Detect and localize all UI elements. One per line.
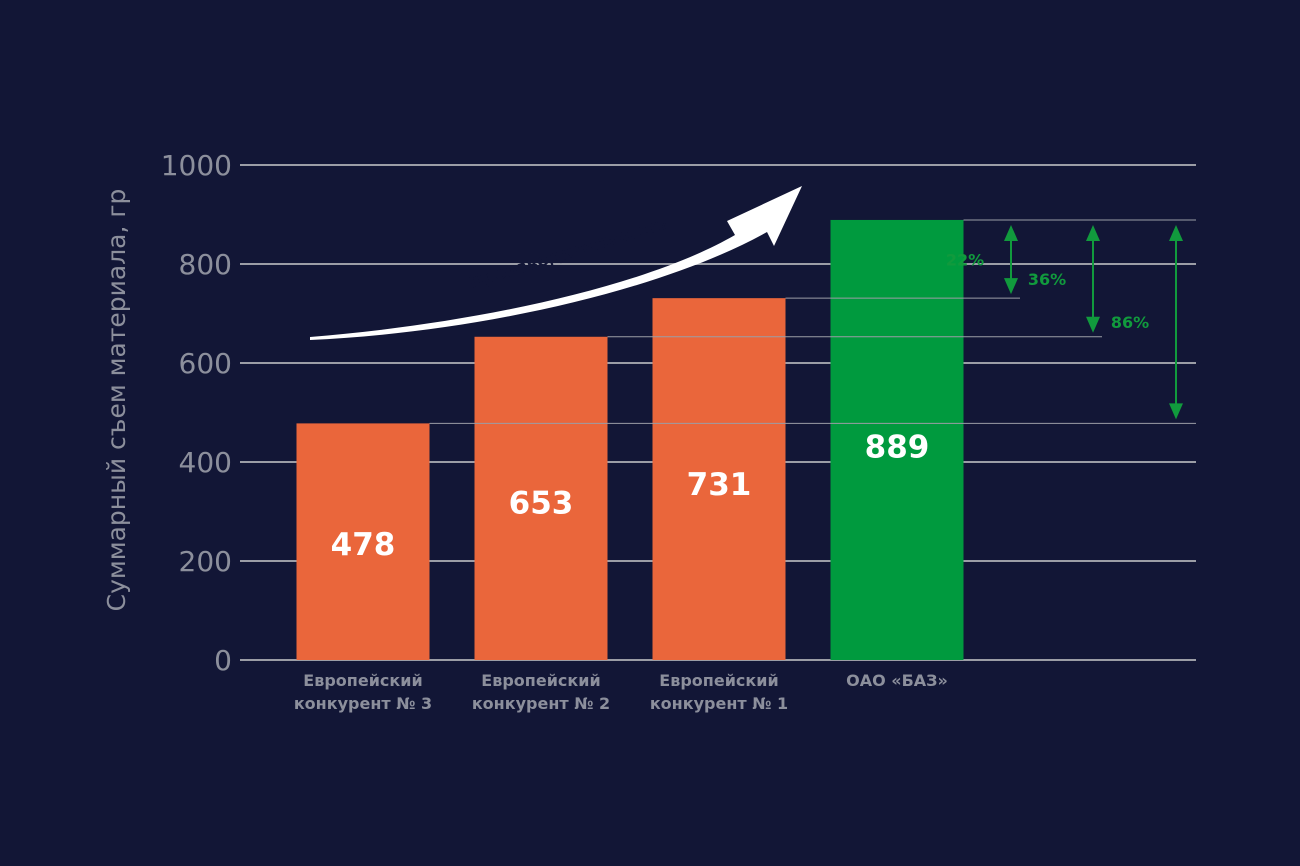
- category-labels: Европейский конкурент № 3 Европейский конку…: [294, 671, 948, 713]
- y-tick-label: 800: [179, 248, 232, 281]
- category-label: Европейский: [659, 671, 778, 690]
- value-labels: 478 653 731 889: [331, 429, 930, 563]
- category-label: конкурент № 1: [650, 694, 788, 713]
- bar: [474, 336, 608, 660]
- difference-label: 86%: [1111, 313, 1149, 332]
- y-axis-label: Суммарный съем материала, гр: [102, 189, 131, 612]
- y-tick-label: 1000: [161, 149, 232, 182]
- y-tick-label: 400: [179, 446, 232, 479]
- difference-label: 36%: [1028, 270, 1066, 289]
- category-label: Европейский: [303, 671, 422, 690]
- y-tick-label: 0: [214, 644, 232, 677]
- y-tick-label: 600: [179, 347, 232, 380]
- difference-arrow-head: [1004, 278, 1018, 295]
- bar-value-label: 889: [865, 429, 930, 465]
- bars: [296, 219, 964, 660]
- difference-arrow-head: [1004, 224, 1018, 241]
- difference-arrow-head: [1086, 224, 1100, 241]
- category-label: Европейский: [481, 671, 600, 690]
- bar: [296, 423, 430, 660]
- category-label: ОАО «БАЗ»: [846, 671, 948, 690]
- difference-arrow-head: [1086, 316, 1100, 333]
- category-label: конкурент № 2: [472, 694, 610, 713]
- category-label: конкурент № 3: [294, 694, 432, 713]
- bar-value-label: 731: [687, 467, 752, 503]
- difference-arrow-head: [1169, 403, 1183, 420]
- bar: [830, 219, 964, 660]
- y-tick-label: 200: [179, 545, 232, 578]
- reference-lines: [429, 219, 1196, 424]
- difference-arrow-head: [1169, 224, 1183, 241]
- bar: [652, 298, 786, 660]
- bar-value-label: 478: [331, 527, 396, 563]
- bar-value-label: 653: [509, 485, 574, 521]
- y-axis-ticks: 0 200 400 600 800 1000: [161, 149, 232, 677]
- difference-label: 22%: [946, 251, 984, 270]
- difference-annotations: 22% 36% 86%: [946, 224, 1183, 420]
